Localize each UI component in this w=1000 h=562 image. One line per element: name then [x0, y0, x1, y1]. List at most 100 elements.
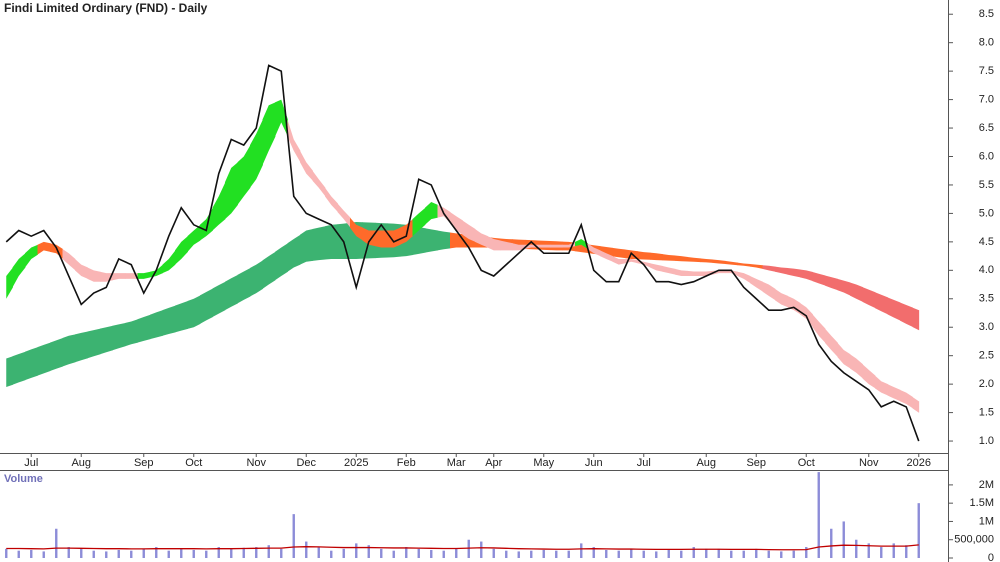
band-segment: [262, 102, 276, 166]
band-segment: [587, 243, 601, 257]
volume-bar: [580, 543, 583, 558]
band-segment: [512, 243, 526, 251]
band-segment: [537, 244, 551, 248]
x-tick-label: Sep: [746, 457, 766, 469]
band-segment: [737, 262, 751, 267]
x-tick-label: Feb: [397, 457, 416, 469]
band-segment: [900, 389, 913, 409]
x-tick-label: Nov: [859, 457, 879, 469]
volume-bar: [55, 528, 58, 558]
volume-bar: [342, 548, 345, 558]
x-tick-label: Jul: [24, 457, 38, 469]
band-segment: [162, 305, 176, 336]
volume-bar: [617, 550, 620, 558]
volume-bar: [117, 549, 120, 558]
volume-bar: [830, 528, 833, 558]
band-segment: [862, 287, 876, 309]
band-segment: [275, 243, 288, 281]
band-segment: [612, 247, 626, 259]
volume-bar: [217, 547, 220, 558]
volume-bar: [230, 548, 233, 558]
band-segment: [112, 322, 126, 351]
band-segment: [262, 251, 276, 289]
volume-average: [6, 544, 919, 551]
band-segment: [137, 314, 151, 343]
band-segment: [762, 265, 776, 272]
band-segment: [425, 228, 438, 253]
volume-bar: [142, 548, 145, 558]
volume-bar: [80, 548, 83, 558]
band-segment: [762, 281, 776, 301]
volume-bar: [692, 547, 695, 558]
volume-bar: [555, 550, 558, 558]
band-segment: [900, 302, 913, 327]
band-segment: [6, 267, 13, 299]
volume-bar: [680, 550, 683, 558]
y-tick-label: 1.0: [979, 435, 994, 447]
band-segment: [750, 276, 763, 292]
band-segment: [375, 230, 388, 248]
volume-bar: [742, 550, 745, 558]
volume-bar: [42, 551, 45, 558]
band-segment: [750, 264, 763, 269]
band-segment: [337, 203, 351, 228]
volume-bar: [205, 550, 208, 558]
volume-bar: [480, 541, 483, 558]
band-segment: [487, 236, 501, 251]
band-segment: [212, 281, 226, 317]
volume-bar: [267, 545, 270, 558]
band-segment: [200, 288, 213, 324]
band-segment: [837, 342, 851, 369]
band-segment: [12, 351, 26, 385]
band-segment: [662, 266, 676, 275]
band-segment: [287, 119, 301, 163]
volume-bar: [467, 539, 470, 558]
chart-title: Findi Limited Ordinary (FND) - Daily: [4, 1, 208, 15]
volume-bar: [155, 547, 158, 558]
volume-bar: [755, 548, 758, 558]
y-tick-label: 3.0: [979, 321, 994, 333]
band-segment: [87, 328, 101, 359]
y-tick-label: 2M: [979, 479, 994, 491]
band-segment: [912, 396, 920, 413]
volume-bar: [655, 551, 658, 558]
volume-bar: [792, 550, 795, 558]
x-tick-label: Jun: [585, 457, 603, 469]
band-segment: [437, 230, 451, 251]
y-tick-label: 1.5M: [970, 497, 994, 509]
volume-bar: [430, 549, 433, 558]
band-segment: [687, 270, 701, 277]
band-segment: [237, 268, 251, 304]
y-tick-label: 8.5: [979, 8, 994, 20]
band-segment: [225, 162, 238, 220]
band-segment: [462, 220, 476, 242]
volume-bar: [592, 547, 595, 558]
band-segment: [250, 260, 263, 297]
volume-bar: [305, 541, 308, 558]
volume-bar: [667, 549, 670, 558]
band-segment: [175, 236, 188, 265]
band-segment: [75, 258, 88, 279]
volume-bar: [817, 472, 820, 558]
x-tick-label: 2026: [907, 457, 931, 469]
band-segment: [450, 232, 463, 249]
band-segment: [450, 211, 463, 235]
y-tick-label: 4.5: [979, 236, 994, 248]
volume-bar: [380, 548, 383, 558]
band-segment: [825, 328, 838, 358]
volume-bar: [317, 547, 320, 558]
band-segment: [212, 182, 226, 231]
band-segment: [800, 269, 813, 282]
band-segment: [412, 207, 426, 237]
volume-bar: [780, 551, 783, 558]
band-segment: [687, 256, 701, 263]
band-segment: [825, 275, 838, 291]
band-segment: [775, 288, 788, 308]
y-tick-label: 500,000: [954, 534, 994, 546]
band-segment: [87, 267, 101, 282]
x-tick-label: Oct: [798, 457, 815, 469]
band-segment: [225, 274, 238, 311]
volume-bar: [642, 550, 645, 558]
band-segment: [737, 271, 751, 284]
